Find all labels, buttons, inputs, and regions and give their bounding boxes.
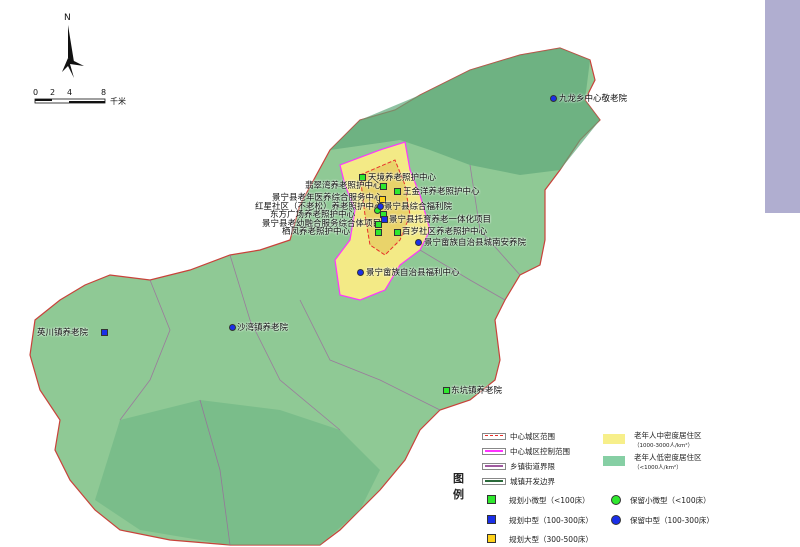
legend-planned-medium-icon: [487, 515, 496, 524]
retained-medium-marker[interactable]: [415, 239, 422, 246]
legend-line-dev-boundary: [482, 478, 506, 485]
legend-label: 规划大型（300-500床）: [509, 535, 593, 544]
scale-tick: 8: [101, 88, 107, 97]
facility-label: 东坑镇养老院: [451, 386, 503, 396]
facility-label: 景宁县托育养老一体化项目: [389, 215, 492, 225]
retained-medium-marker[interactable]: [550, 95, 557, 102]
legend-swatch-low-density: [603, 456, 625, 466]
compass-icon: N: [60, 13, 84, 78]
mountain-zone-north: [330, 48, 600, 175]
facility-label: 东方广场养老照护中心: [270, 210, 356, 220]
planned-small-marker[interactable]: [394, 229, 401, 236]
facility-label: 九龙乡中心敬老院: [559, 94, 628, 104]
planned-small-marker[interactable]: [375, 229, 382, 236]
legend-label: 乡镇街道界限: [510, 462, 555, 471]
scale-tick: 0: [33, 88, 39, 97]
facility-label: 王金洋养老照护中心: [403, 187, 480, 197]
legend-retained-small-icon: [611, 495, 621, 505]
legend-line-urban-control: [482, 448, 506, 455]
scale-tick: 2: [50, 88, 56, 97]
planned-small-marker[interactable]: [443, 387, 450, 394]
facility-label: 英川镇养老院: [37, 328, 89, 338]
legend-sublabel: （1000-3000人/km²）: [634, 443, 694, 449]
legend-label: 城镇开发边界: [510, 477, 555, 486]
township-boundaries: [119, 164, 521, 546]
retained-medium-marker[interactable]: [377, 203, 384, 210]
planned-small-marker[interactable]: [375, 221, 382, 228]
facility-label: 景宁县综合福利院: [384, 202, 453, 212]
planned-small-marker[interactable]: [359, 174, 366, 181]
facility-label: 景宁县老年医养综合服务中心: [272, 193, 383, 203]
legend-label: 中心城区范围: [510, 432, 555, 441]
facility-label: 天境养老照护中心: [368, 173, 437, 183]
scale-tick: 4: [67, 88, 73, 97]
retained-medium-marker[interactable]: [357, 269, 364, 276]
planned-small-marker[interactable]: [394, 188, 401, 195]
legend-label: 中心城区控制范围: [510, 447, 570, 456]
legend-line-township: [482, 463, 506, 470]
legend-label: 老年人中密度居住区: [634, 431, 702, 440]
facility-label: 栖凤养老照护中心: [282, 227, 351, 237]
facility-label: 红星社区（不老松）养老照护中心: [255, 202, 383, 212]
scale-bar: [34, 98, 106, 104]
mountain-zone-south: [95, 400, 380, 545]
legend-planned-large-icon: [487, 534, 496, 543]
legend-line-urban-area: [482, 433, 506, 440]
facility-label: 景宁县老幼融合服务综合体项目: [262, 219, 382, 229]
legend-swatch-medium-density: [603, 434, 625, 444]
facility-label: 景宁畲族自治县城南安养院: [424, 238, 527, 248]
facility-label: 翡翠湾养老照护中心: [305, 181, 382, 191]
scale-unit: 千米: [110, 97, 126, 106]
legend-label: 保留小微型（<100床）: [630, 496, 711, 505]
facility-label: 沙湾镇养老院: [237, 323, 289, 333]
planned-small-marker[interactable]: [380, 183, 387, 190]
planned-medium-marker[interactable]: [381, 216, 388, 223]
retained-medium-marker[interactable]: [229, 324, 236, 331]
side-panel: [765, 0, 800, 213]
svg-text:N: N: [64, 13, 71, 23]
legend-title: 图例: [453, 472, 464, 501]
legend-label: 规划中型（100-300床）: [509, 516, 593, 525]
facility-label: 百岁社区养老照护中心: [402, 227, 488, 237]
facility-label: 景宁畲族自治县福利中心: [366, 268, 460, 278]
legend-label: 规划小微型（<100床）: [509, 496, 590, 505]
legend-label: 保留中型（100-300床）: [630, 516, 714, 525]
planned-large-marker[interactable]: [379, 196, 386, 203]
legend-retained-medium-icon: [611, 515, 621, 525]
legend-label: 老年人低密度居住区: [634, 453, 702, 462]
planned-medium-marker[interactable]: [101, 329, 108, 336]
legend-planned-small-icon: [487, 495, 496, 504]
legend-sublabel: （<1000人/km²）: [634, 465, 682, 471]
